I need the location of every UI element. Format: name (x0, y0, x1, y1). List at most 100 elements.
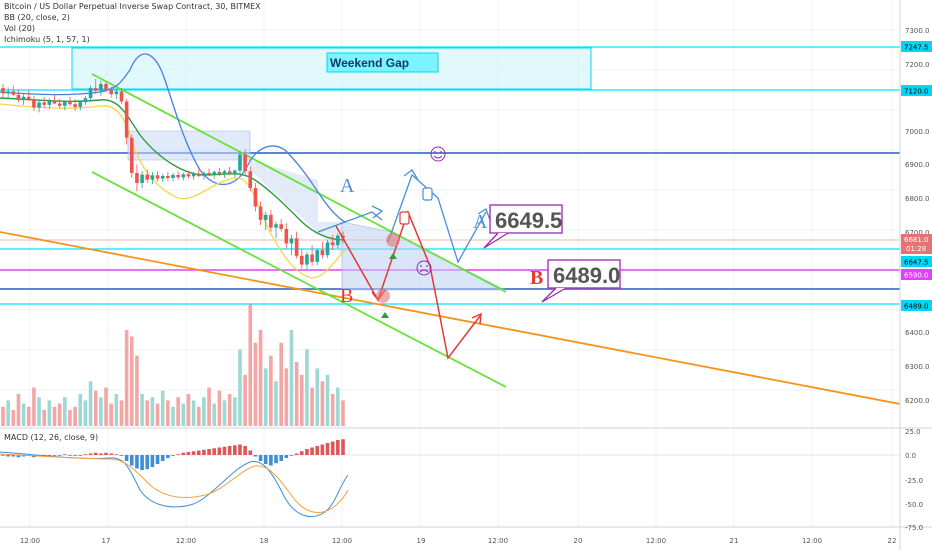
candle-body-11 (57, 103, 62, 106)
label-a-1: A (340, 175, 355, 197)
macd-hist-11 (57, 455, 62, 456)
candle-body-20 (104, 84, 108, 91)
volume-bar-25 (129, 336, 134, 426)
bollinger-upper (0, 53, 346, 223)
volume-bar-40 (207, 387, 211, 426)
candle-body-55 (284, 228, 289, 244)
bb-legend[interactable]: BB (20, close, 2) (4, 13, 70, 22)
up-marker-1 (381, 312, 389, 318)
macd-hist-15 (78, 455, 83, 456)
candle-body-29 (150, 175, 155, 180)
candles (1, 78, 345, 270)
candle-body-35 (181, 174, 186, 178)
badge-current (901, 234, 932, 254)
candle-body-3 (16, 94, 21, 101)
label-a-2: A (473, 211, 488, 233)
candle-body-37 (191, 173, 196, 177)
volume-bar-9 (47, 400, 52, 426)
macd-hist-59 (305, 449, 309, 455)
candle-body-58 (299, 255, 304, 265)
channel-lower-line[interactable] (91, 171, 507, 388)
candle-body-30 (155, 175, 160, 179)
price-tick-2: 7000.0 (905, 128, 930, 136)
badge-level-b-text: 6489.0 (904, 303, 929, 311)
macd-hist-1 (6, 455, 10, 457)
time-tick-5: 19 (417, 537, 426, 545)
volume-legend[interactable]: Vol (20) (4, 24, 35, 33)
time-tick-1: 17 (102, 537, 111, 545)
macd-hist-20 (104, 452, 108, 455)
macd-pane[interactable] (0, 439, 900, 517)
volume-bar-6 (32, 387, 36, 426)
candle-body-19 (99, 84, 103, 91)
macd-hist-48 (248, 450, 253, 455)
volume-bar-42 (217, 390, 222, 426)
macd-hist-28 (145, 455, 150, 470)
macd-hist-53 (274, 455, 278, 464)
macd-hist-30 (155, 455, 160, 464)
projection-zone (341, 221, 506, 291)
blue-arrow-head-2 (403, 169, 419, 181)
macd-axis: 25.0 0.0 -25.0 -50.0 -75.0 (905, 428, 923, 532)
macd-hist-29 (150, 455, 155, 467)
weekend-gap-label: Weekend Gap (330, 56, 409, 70)
macd-legend[interactable]: MACD (12, 26, close, 9) (4, 433, 99, 442)
macd-hist-37 (191, 451, 196, 455)
happy-face-icon (430, 146, 446, 162)
orange-trendline[interactable] (0, 231, 901, 405)
macd-hist-34 (176, 454, 180, 456)
price-axis[interactable]: 7300.0 7200.0 7000.0 6900.0 6800.0 6700.0 6400… (905, 27, 930, 405)
target-a-callout[interactable]: 6649.5 (483, 204, 563, 249)
label-b-2: B (530, 267, 543, 289)
badge-pink (901, 269, 932, 280)
macd-hist-17 (88, 453, 93, 455)
macd-hist-52 (269, 455, 273, 466)
macd-signal-line (0, 453, 349, 514)
target-b-pointer (541, 287, 567, 303)
macd-hist-3 (16, 455, 21, 458)
volume-bar-26 (135, 355, 139, 426)
candle-body-47 (243, 154, 247, 172)
sad-face-mouth (419, 269, 429, 273)
blue-arrow-1 (317, 211, 383, 233)
candle-body-50 (258, 206, 263, 220)
volume-bar-55 (284, 368, 289, 426)
macd-hist-45 (233, 445, 237, 455)
volume-bar-48 (248, 304, 253, 426)
candle-body-23 (119, 91, 124, 102)
time-axis[interactable]: 12:00 17 12:00 18 12:00 19 12:00 20 12:00 21 12:00… (20, 537, 897, 545)
candle-body-22 (114, 91, 119, 95)
channel-upper-line[interactable] (91, 73, 507, 293)
volume-bar-13 (68, 410, 72, 426)
candle-body-52 (269, 214, 273, 228)
volume-bar-39 (202, 397, 206, 426)
badge-gap-bottom-text: 7120.0 (904, 88, 929, 96)
ichimoku-legend[interactable]: Ichimoku (5, 1, 57, 1) (4, 35, 90, 44)
macd-hist-31 (160, 455, 165, 461)
volume-bar-4 (21, 403, 26, 426)
target-b-callout[interactable]: 6489.0 (541, 259, 621, 303)
volume-bar-31 (160, 390, 165, 426)
badge-level-a-text: 6647.5 (904, 259, 929, 267)
badge-level-a (901, 256, 932, 267)
price-tick-8: 6200.0 (905, 397, 930, 405)
badge-gap-top (901, 41, 932, 52)
volume-bar-50 (258, 330, 263, 426)
macd-hist-40 (207, 449, 211, 455)
candle-body-44 (227, 171, 232, 174)
blue-wave-arrow (387, 173, 487, 264)
candle-body-9 (47, 100, 52, 105)
ichimoku-cloud-1 (127, 130, 251, 161)
price-tick-4: 6800.0 (905, 195, 930, 203)
target-b-value: 6489.0 (553, 263, 620, 288)
price-tick-3: 6900.0 (905, 161, 930, 169)
macd-hist-47 (243, 446, 247, 455)
blue-arrow-head-3 (477, 208, 491, 221)
volume-bar-54 (279, 342, 283, 426)
symbol-title[interactable]: Bitcoin / US Dollar Perpetual Inverse Sw… (4, 2, 261, 11)
volume-bar-45 (233, 397, 237, 426)
volume-bar-30 (155, 403, 160, 426)
volume-bar-38 (196, 406, 201, 426)
bollinger-lower (0, 103, 346, 279)
